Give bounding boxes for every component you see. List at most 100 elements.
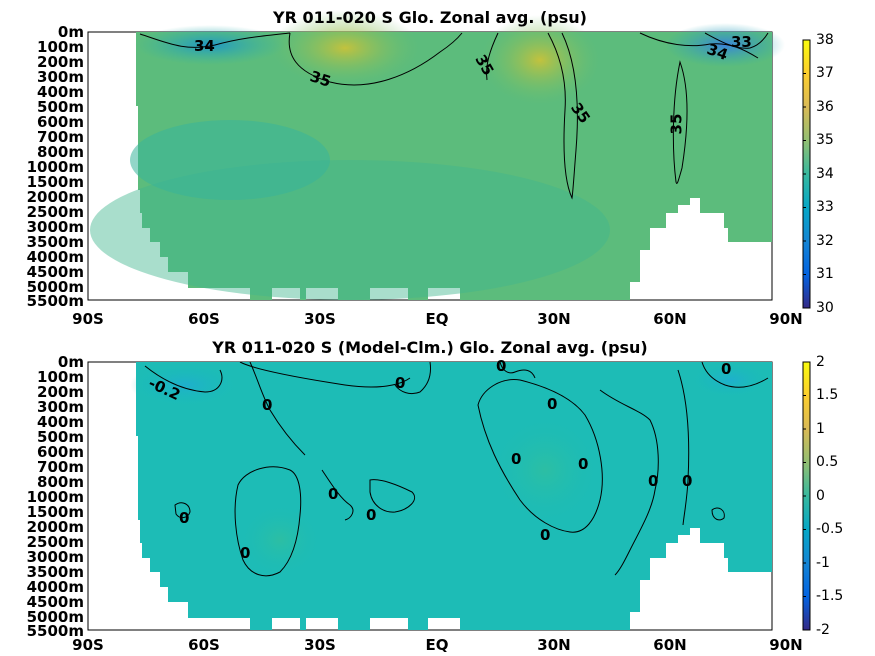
y-tick-label: 200m [37,53,84,71]
contour-label: 0 [366,506,377,524]
contour-0-g [321,469,354,521]
y-tick-label: 4500m [26,593,84,611]
y-tick-label: 800m [37,473,84,491]
contour-35-arctic [672,60,688,184]
contour-0-b [239,361,411,388]
panel-1-ocean-field [136,32,772,300]
panel-2-contours [144,361,769,577]
contour-0-i [599,389,659,576]
contour-label: 0 [547,395,558,413]
y-tick-label: 300m [37,398,84,416]
y-tick-label: 1000m [26,488,84,506]
x-tick-label: 90N [769,636,803,654]
y-tick-label: 5500m [26,622,84,640]
contour-0-e [499,361,536,379]
y-tick-label: 800m [37,143,84,161]
panel-1-subtropical-high-south [270,10,420,86]
y-tick-label: 3000m [26,218,84,236]
contour-label: 0 [682,472,693,490]
x-tick-label: EQ [425,636,449,654]
y-tick-label: 200m [37,383,84,401]
colorbar-tick-label: 30 [816,300,834,316]
contour-0-d [477,379,603,533]
x-tick-label: 90N [769,310,803,328]
contour-label: 0 [511,450,522,468]
panel-1-contours [139,32,769,200]
y-tick-label: 500m [37,428,84,446]
panel-1-subtropical-high-north [480,15,600,105]
colorbar-tick-label: 34 [816,166,834,182]
y-tick-label: 0m [57,23,84,41]
y-tick-label: 4000m [26,578,84,596]
panel-2-negative-anomaly-arctic [690,362,770,398]
y-tick-label: 3500m [26,563,84,581]
y-tick-label: 5000m [26,278,84,296]
y-tick-label: 2500m [26,533,84,551]
y-tick-label: 2500m [26,203,84,221]
panel-2-title: YR 011-020 S (Model-Clm.) Glo. Zonal avg… [212,338,648,357]
panel-1-colorbar-ticks [803,39,806,309]
panel-2-plot [87,361,773,631]
contour-label: 0 [240,544,251,562]
y-tick-label: 300m [37,68,84,86]
contour-label: 0 [648,472,659,490]
contour-35-north-a [486,32,499,81]
contour-0-l [174,502,191,519]
contour-33-arctic [704,32,769,49]
contour-0-c [394,361,431,395]
x-tick-label: 30N [537,636,571,654]
y-tick-label: 3000m [26,548,84,566]
x-tick-label: 60S [188,310,220,328]
contour-label: 0 [496,357,507,375]
panel-2-positive-anomaly-south [235,500,325,580]
contour-neg02 [144,365,223,393]
contour-0-j [677,369,690,526]
y-tick-label: 4000m [26,248,84,266]
y-tick-label: 400m [37,83,84,101]
contour-34-arctic [639,32,759,59]
contour-0-h [369,479,416,513]
y-tick-label: 0m [57,353,84,371]
y-tick-label: 500m [37,98,84,116]
y-tick-label: 400m [37,413,84,431]
y-tick-label: 5500m [26,292,84,310]
y-tick-label: 5000m [26,608,84,626]
contour-label: 0 [578,455,589,473]
y-tick-label: 600m [37,113,84,131]
y-tick-label: 1500m [26,173,84,191]
x-tick-label: 60N [653,310,687,328]
colorbar-tick-label: 0 [816,488,825,504]
y-tick-label: 1000m [26,158,84,176]
panel-2-colorbar-ticks [803,361,806,631]
panel-1-intermediate-water [130,120,330,200]
x-tick-label: 60N [653,636,687,654]
y-tick-label: 700m [37,128,84,146]
contour-0-m [711,507,725,521]
colorbar-tick-label: -0.5 [816,521,844,537]
colorbar-tick-label: -2 [816,622,830,638]
contour-label: 0 [179,509,190,527]
panel-1-plot [87,10,785,301]
contour-0-a [249,361,306,456]
y-tick-label: 600m [37,443,84,461]
contour-label: 0 [262,396,273,414]
contour-label: 0 [395,374,406,392]
colorbar-tick-label: 36 [816,99,834,115]
contour-0-f [234,466,302,577]
y-tick-label: 2000m [26,518,84,536]
x-tick-label: 30S [304,636,336,654]
x-tick-label: 60S [188,636,220,654]
colorbar-tick-label: 33 [816,199,834,215]
colorbar-tick-label: -1 [816,555,830,571]
y-tick-label: 2000m [26,188,84,206]
x-tick-label: 30N [537,310,571,328]
colorbar-tick-label: 1 [816,421,825,437]
y-tick-label: 1500m [26,503,84,521]
colorbar-tick-label: 32 [816,233,834,249]
contour-34-south [139,32,291,48]
colorbar-tick-label: 38 [816,32,834,48]
x-tick-label: 90S [72,636,104,654]
contour-label: 0 [328,485,339,503]
panel-2-negative-anomaly-south [130,363,240,407]
